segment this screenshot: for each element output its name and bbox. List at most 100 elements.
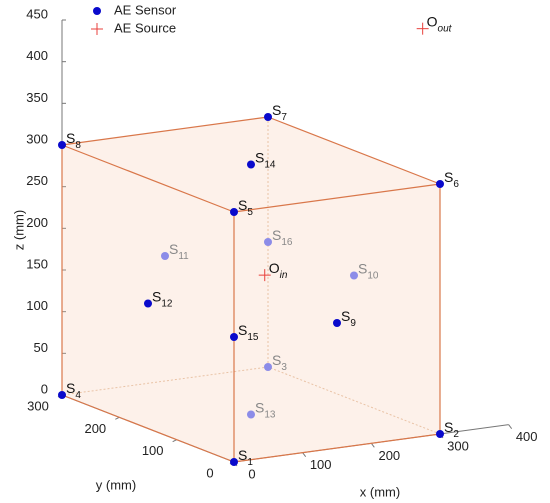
point-label: S8	[66, 130, 81, 151]
point-label-name: S	[255, 149, 264, 165]
point-label-sub: 9	[350, 318, 356, 329]
point-label-sub: 5	[247, 207, 253, 218]
point-label: S2	[444, 419, 459, 440]
source-point	[258, 269, 271, 282]
point-label-sub: out	[438, 23, 453, 34]
point-label: S11	[169, 241, 189, 262]
x-tick	[508, 424, 513, 429]
point-label-name: O	[269, 260, 280, 276]
cube-edge	[267, 116, 441, 185]
point-label-name: S	[272, 352, 281, 368]
sensor-point	[230, 208, 238, 216]
x-tick-label: 100	[310, 457, 332, 472]
sensor-point	[58, 141, 66, 149]
legend-marker	[93, 7, 101, 15]
point-label: S7	[272, 102, 287, 123]
point-label: S1	[238, 447, 253, 468]
z-tick-label: 300	[26, 131, 48, 146]
point-label-name: O	[427, 13, 438, 29]
sensor-point	[264, 238, 272, 246]
legend-label: AE Source	[114, 20, 176, 35]
y-axis-label: y (mm)	[96, 477, 136, 492]
sensor-point	[350, 271, 358, 280]
point-label-name: S	[238, 322, 247, 338]
point-label-name: S	[66, 130, 75, 146]
x-tick-label: 0	[248, 466, 255, 481]
point-label-name: S	[238, 447, 247, 463]
z-tick-label: 350	[26, 90, 48, 105]
point-label-sub: 1	[247, 457, 253, 468]
cube-edge	[61, 116, 269, 146]
y-tick-label: 100	[142, 443, 164, 458]
x-tick	[302, 452, 307, 457]
z-tick-label: 400	[26, 48, 48, 63]
x-tick	[370, 443, 375, 448]
point-label: S4	[66, 380, 81, 401]
point-label-sub: 14	[264, 159, 276, 170]
point-label-sub: 3	[281, 362, 287, 373]
z-tick-label: 450	[26, 6, 48, 21]
point-label-name: S	[444, 419, 453, 435]
point-label: S14	[255, 149, 276, 170]
z-tick-label: 50	[34, 340, 48, 355]
source-point	[416, 22, 429, 35]
point-label-sub: 8	[75, 140, 81, 151]
point-label-sub: 13	[264, 409, 276, 420]
sensor-point	[436, 180, 444, 188]
point-label-name: S	[272, 227, 281, 243]
point-label-name: S	[272, 102, 281, 118]
y-tick-label: 300	[27, 398, 49, 413]
point-label-sub: 2	[453, 429, 459, 440]
sensor-point	[230, 458, 238, 466]
z-axis-label: z (mm)	[11, 210, 26, 250]
point-label-sub: 12	[161, 298, 173, 309]
point-label: S13	[255, 399, 276, 420]
x-tick-label: 200	[378, 448, 400, 463]
point-label-sub: 4	[75, 390, 81, 401]
point-label-sub: 10	[367, 270, 379, 281]
point-label-name: S	[358, 260, 367, 276]
y-tick-label: 0	[206, 465, 213, 480]
point-label-name: S	[169, 241, 178, 257]
z-tick-label: 100	[26, 298, 48, 313]
point-label: S9	[341, 308, 356, 329]
cube-edge	[233, 433, 441, 463]
sensor-point	[264, 113, 272, 121]
x-tick-label: 300	[447, 438, 469, 453]
point-label: S5	[238, 197, 253, 218]
x-axis-label: x (mm)	[360, 484, 400, 499]
point-label: Oin	[269, 260, 288, 281]
z-tick-label: 200	[26, 215, 48, 230]
legend-label: AE Sensor	[114, 2, 177, 17]
sensor-point	[247, 410, 255, 419]
z-tick-label: 0	[41, 381, 48, 396]
point-label: S12	[152, 288, 173, 309]
sensor-point	[58, 391, 66, 399]
z-tick-label: 250	[26, 173, 48, 188]
point-label-sub: 11	[178, 251, 189, 262]
point-label: S15	[238, 322, 259, 343]
sensor-point	[264, 363, 272, 371]
cube-edge	[267, 366, 441, 435]
sensor-point	[247, 160, 255, 169]
point-label: Oout	[427, 13, 453, 34]
sensor-point	[161, 252, 169, 260]
point-label: S16	[272, 227, 293, 248]
point-label-name: S	[444, 169, 453, 185]
point-label-sub: 6	[453, 179, 459, 190]
point-label-sub: 16	[281, 237, 293, 248]
point-label-name: S	[238, 197, 247, 213]
cube-edge	[61, 366, 269, 396]
sensor-point	[230, 333, 238, 341]
point-label: S3	[272, 352, 287, 373]
point-label: S10	[358, 260, 379, 281]
sensor-point	[436, 430, 444, 438]
point-label: S6	[444, 169, 459, 190]
z-tick-label: 150	[26, 256, 48, 271]
cube-edge	[61, 144, 235, 213]
cube-edge	[233, 183, 441, 213]
point-label-sub: in	[280, 270, 288, 281]
point-label-sub: 7	[281, 112, 287, 123]
sensor-point	[144, 299, 152, 308]
